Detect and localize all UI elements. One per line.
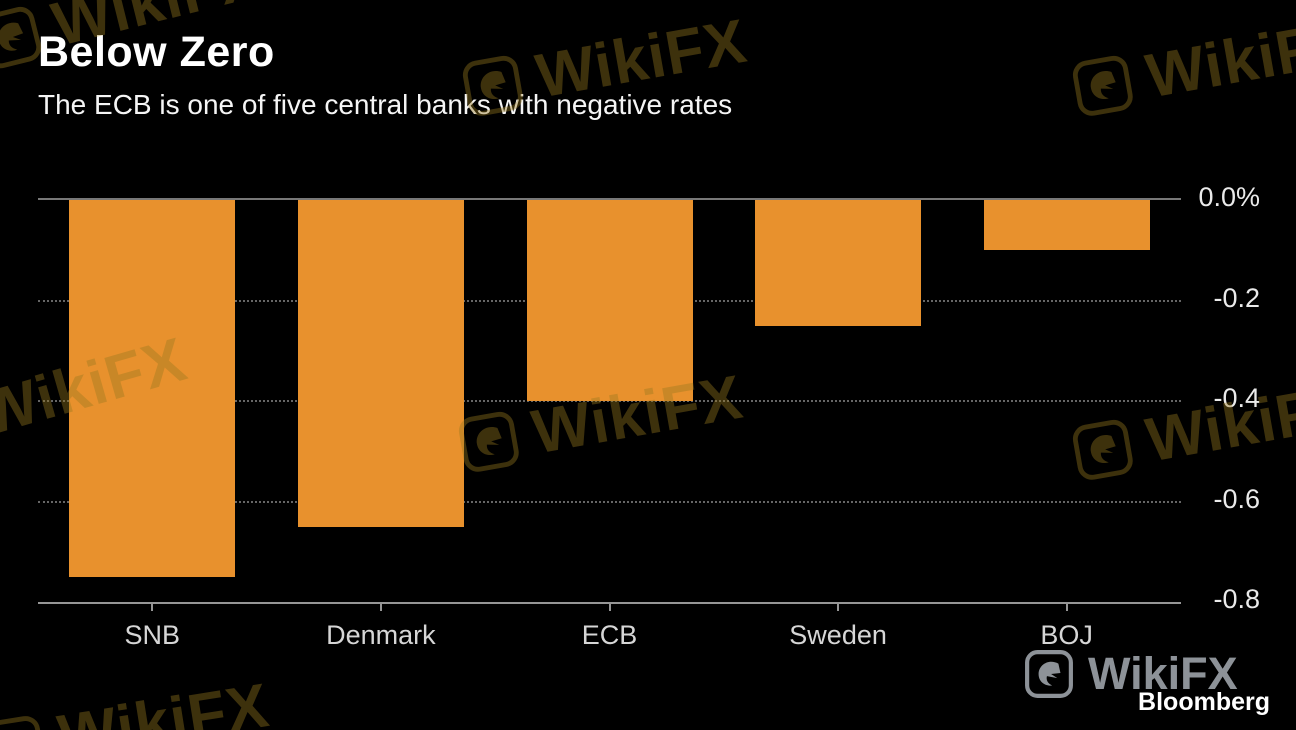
bar-denmark bbox=[297, 200, 464, 527]
chart-subtitle: The ECB is one of five central banks wit… bbox=[38, 89, 733, 120]
wikifx-logo-icon bbox=[1024, 649, 1074, 699]
source-label: Bloomberg bbox=[1138, 688, 1270, 716]
gridline bbox=[38, 400, 1181, 402]
bar-sweden bbox=[755, 200, 922, 326]
x-axis-tick bbox=[608, 602, 611, 611]
y-axis-label: 0.0% bbox=[1198, 182, 1260, 212]
x-axis-tick bbox=[837, 602, 840, 611]
x-axis-label-boj: BOJ bbox=[1040, 620, 1093, 650]
wikifx-watermark: WikiFX bbox=[0, 670, 274, 730]
y-axis-label: -0.2 bbox=[1213, 282, 1260, 313]
y-axis-label: -0.6 bbox=[1213, 483, 1260, 514]
bar-ecb bbox=[526, 200, 693, 401]
x-axis-label-ecb: ECB bbox=[581, 620, 638, 650]
y-axis-label: -0.4 bbox=[1213, 383, 1260, 413]
wikifx-watermark-text: WikiFX bbox=[53, 671, 274, 730]
wikifx-watermark-text: WikiFX bbox=[1141, 6, 1296, 112]
wikifx-logo-icon bbox=[0, 712, 48, 730]
chart-header: Below Zero The ECB is one of five centra… bbox=[38, 28, 732, 121]
x-axis-tick bbox=[379, 602, 382, 611]
bar-snb bbox=[69, 200, 236, 577]
x-axis-tick bbox=[1065, 602, 1068, 611]
x-axis-tick bbox=[151, 602, 154, 611]
gridline bbox=[38, 500, 1181, 503]
x-axis-label-sweden: Sweden bbox=[789, 620, 887, 650]
chart-title: Below Zero bbox=[38, 28, 275, 76]
plot-area bbox=[38, 198, 1181, 604]
bar-boj bbox=[983, 200, 1150, 251]
x-axis-label-denmark: Denmark bbox=[326, 620, 436, 650]
wikifx-badge-text: WikiFX bbox=[1088, 648, 1238, 699]
y-axis-label: -0.8 bbox=[1213, 584, 1260, 614]
x-axis-label-snb: SNB bbox=[124, 620, 181, 650]
wikifx-watermark: WikiFX bbox=[1068, 6, 1296, 126]
wikifx-logo-icon bbox=[1069, 52, 1136, 119]
wikifx-badge: WikiFX bbox=[1024, 648, 1238, 700]
